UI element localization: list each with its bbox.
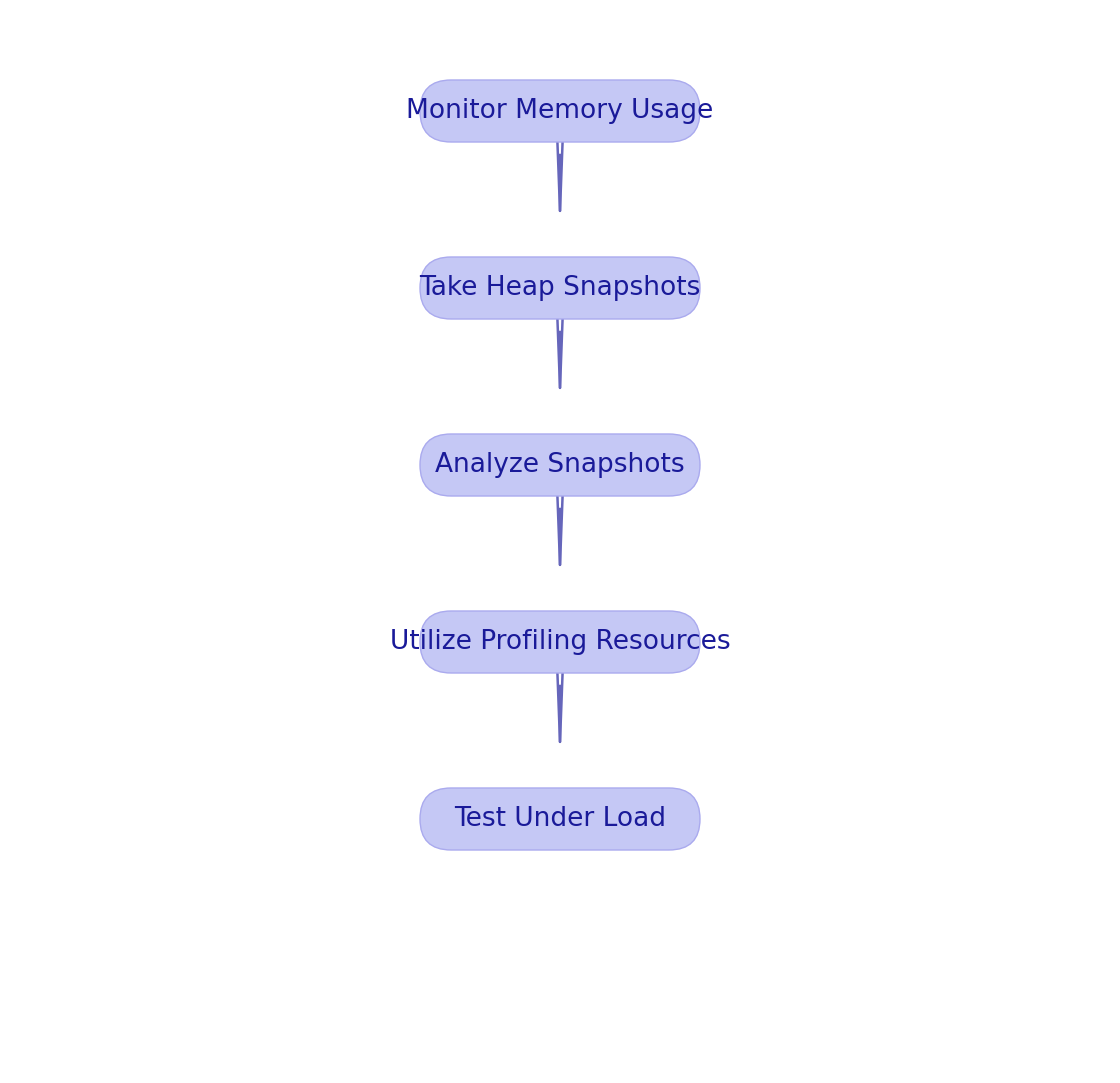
FancyBboxPatch shape (420, 611, 700, 673)
Text: Utilize Profiling Resources: Utilize Profiling Resources (390, 629, 730, 655)
Text: Monitor Memory Usage: Monitor Memory Usage (407, 97, 713, 123)
FancyBboxPatch shape (420, 257, 700, 319)
FancyBboxPatch shape (420, 434, 700, 496)
Text: Test Under Load: Test Under Load (454, 806, 666, 832)
Text: Analyze Snapshots: Analyze Snapshots (436, 452, 684, 478)
Text: Take Heap Snapshots: Take Heap Snapshots (419, 275, 701, 301)
FancyBboxPatch shape (420, 80, 700, 142)
FancyBboxPatch shape (420, 788, 700, 850)
